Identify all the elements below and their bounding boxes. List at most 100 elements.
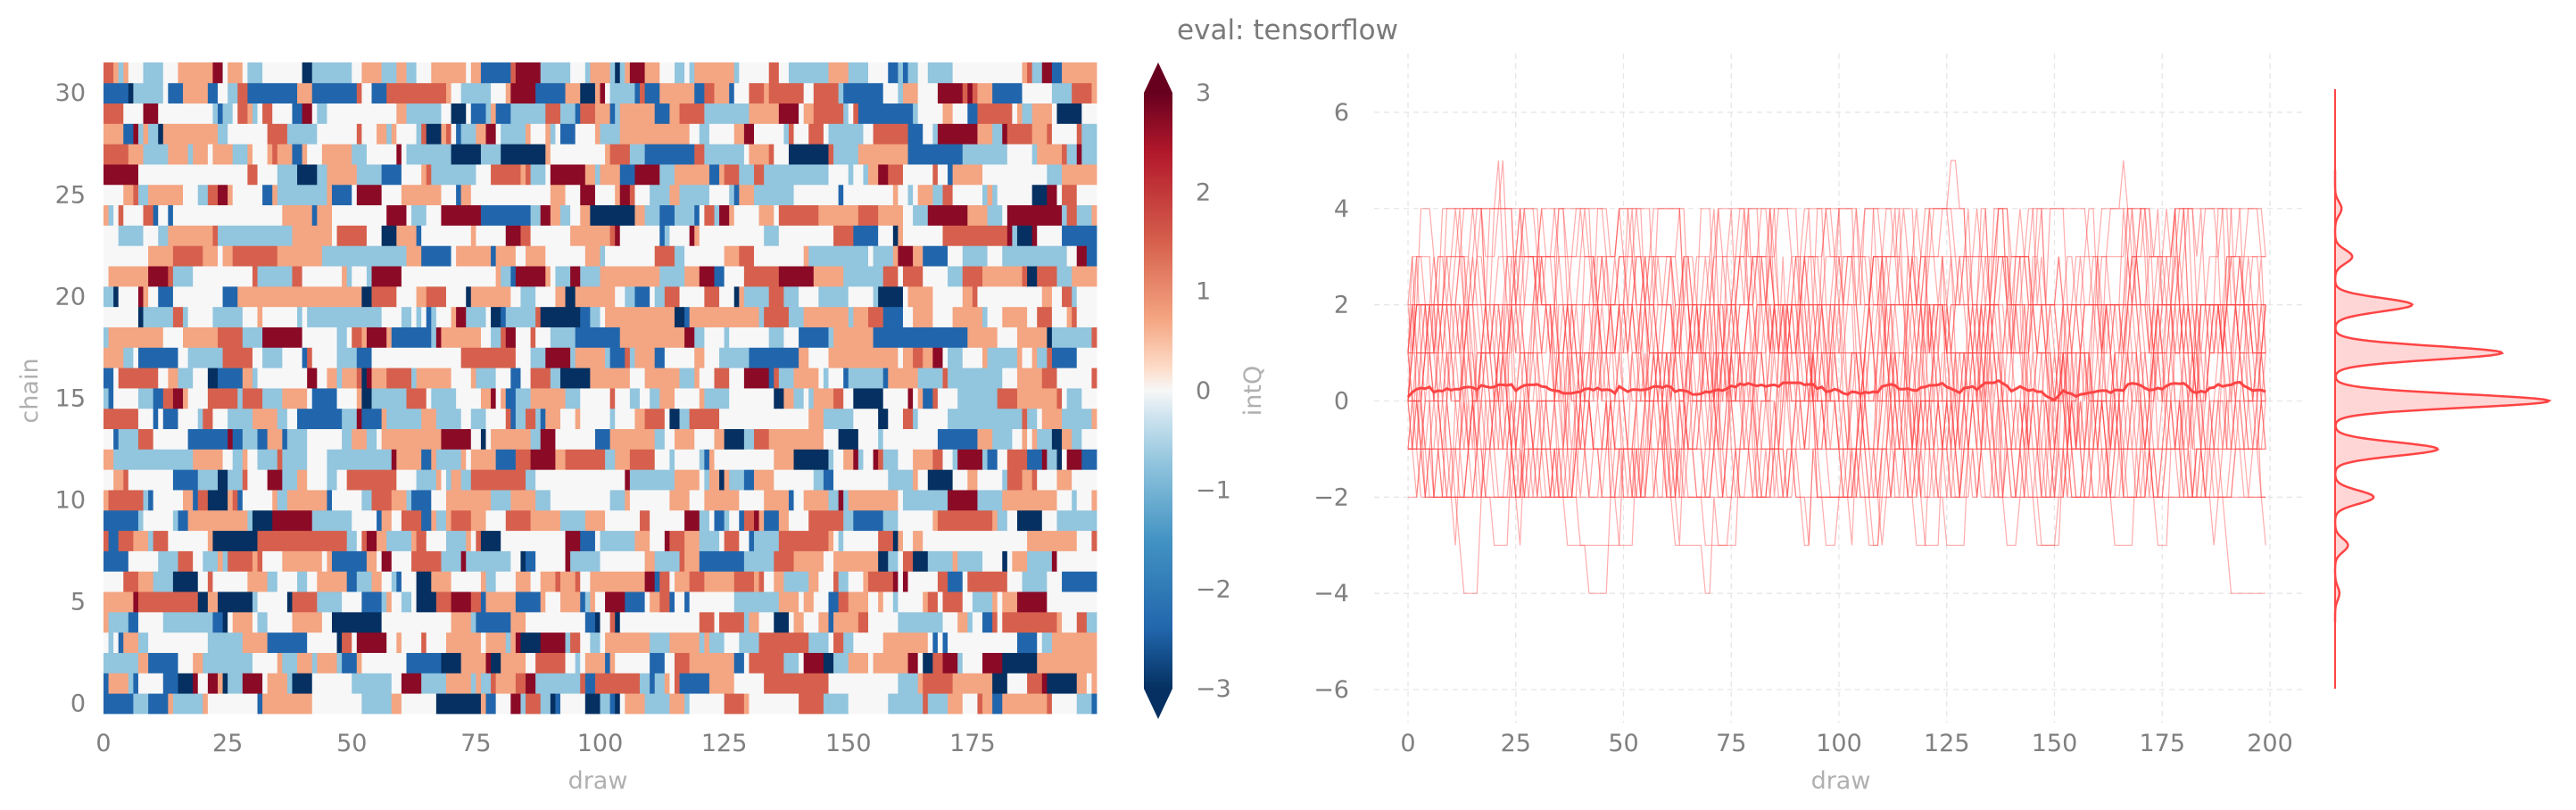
heatmap-cell <box>714 428 725 450</box>
heatmap-cell <box>942 449 954 470</box>
heatmap-cell <box>361 591 383 613</box>
heatmap-cell <box>799 347 809 368</box>
heatmap-cell <box>366 428 377 450</box>
x-tick-label: 100 <box>1816 730 1862 757</box>
heatmap-cell <box>545 266 551 287</box>
heatmap-cell <box>857 103 914 124</box>
heatmap-cell <box>1041 285 1053 308</box>
heatmap-cell <box>381 611 451 633</box>
heatmap-cell <box>228 428 234 450</box>
heatmap-cell <box>788 62 829 84</box>
heatmap-cell <box>148 184 184 206</box>
heatmap-cell <box>927 469 954 491</box>
heatmap-cell <box>416 571 432 592</box>
heatmap-cell <box>853 103 859 124</box>
heatmap-cell <box>749 611 759 633</box>
heatmap-cell <box>987 449 998 470</box>
heatmap-cell <box>843 509 854 532</box>
heatmap-cell <box>218 326 244 348</box>
heatmap-cell <box>724 245 740 267</box>
heatmap-cell <box>331 611 383 633</box>
heatmap-cell <box>346 530 358 551</box>
heatmap-cell <box>218 591 253 613</box>
heatmap-cell <box>247 144 253 165</box>
heatmap-cell <box>888 469 914 491</box>
heatmap-cell <box>148 285 159 308</box>
heatmap-cell <box>863 164 869 186</box>
heatmap-cell <box>272 490 278 511</box>
heatmap-cell <box>153 530 169 551</box>
heatmap-cell <box>828 347 899 368</box>
heatmap-cell <box>104 184 124 206</box>
heatmap-cell <box>1062 285 1073 308</box>
heatmap-cell <box>277 408 288 430</box>
heatmap-cell <box>803 245 809 267</box>
chain-trace-line <box>1407 160 2266 546</box>
heatmap-cell <box>888 693 924 715</box>
heatmap-cell <box>123 204 144 226</box>
heatmap-cell <box>431 326 437 348</box>
heatmap-cell <box>515 449 531 470</box>
heatmap-cell <box>515 632 521 653</box>
heatmap-cell <box>1051 550 1057 572</box>
heatmap-cell <box>619 164 635 186</box>
heatmap-cell <box>719 611 745 633</box>
heatmap-cell <box>262 347 283 368</box>
heatmap-cell <box>764 82 770 104</box>
heatmap-cell <box>416 225 422 246</box>
heatmap-cell <box>967 469 978 491</box>
heatmap-cell <box>1076 611 1088 633</box>
heatmap-cell <box>435 509 447 532</box>
heatmap-cell <box>902 550 914 572</box>
heatmap-cell <box>445 123 451 145</box>
heatmap-cell <box>1062 571 1097 592</box>
heatmap-cell <box>609 225 616 246</box>
heatmap-cell <box>1081 428 1097 450</box>
heatmap-cell <box>729 184 735 206</box>
heatmap-cell <box>948 490 978 511</box>
heatmap-cell <box>1006 144 1033 165</box>
heatmap-cell <box>1062 449 1068 470</box>
heatmap-cell <box>386 368 412 389</box>
heatmap-cell <box>545 123 551 145</box>
heatmap-cell <box>1051 326 1092 348</box>
y-tick-label: −2 <box>1313 484 1349 511</box>
heatmap-cell <box>892 591 899 613</box>
heatmap-cell <box>684 693 691 715</box>
heatmap-cell <box>927 591 939 613</box>
heatmap-cell <box>505 225 521 246</box>
heatmap-cell <box>491 388 497 409</box>
heatmap-cell <box>282 428 288 450</box>
heatmap-cell <box>1056 611 1063 633</box>
heatmap-cell <box>470 509 486 532</box>
heatmap-cell <box>952 306 983 327</box>
heatmap-cell <box>222 673 228 694</box>
heatmap-cell <box>178 550 194 572</box>
heatmap-cell <box>694 144 705 165</box>
heatmap-cell <box>1081 123 1097 145</box>
heatmap-cell <box>441 652 462 674</box>
heatmap-cell <box>1072 428 1082 450</box>
heatmap-cell <box>366 368 372 389</box>
heatmap-cell <box>421 225 472 246</box>
heatmap-cell <box>594 591 606 613</box>
heatmap-cell <box>435 591 451 613</box>
heatmap-cell <box>937 509 993 532</box>
heatmap-cell <box>178 368 194 389</box>
heatmap-cell <box>361 408 383 430</box>
heatmap-cell <box>396 144 402 165</box>
heatmap-cell <box>873 652 908 674</box>
heatmap-cell <box>1041 632 1053 653</box>
heatmap-cell <box>515 347 531 368</box>
heatmap-cell <box>470 428 482 450</box>
heatmap-cell <box>137 509 144 532</box>
heatmap-cell <box>476 673 482 694</box>
heatmap-cell <box>212 408 228 430</box>
heatmap-cell <box>113 469 124 491</box>
heatmap-cell <box>421 123 427 145</box>
heatmap-cell <box>957 652 964 674</box>
heatmap-cell <box>515 408 526 430</box>
heatmap-cell <box>625 469 631 491</box>
heatmap-cell <box>813 469 824 491</box>
heatmap-cell <box>937 632 943 653</box>
